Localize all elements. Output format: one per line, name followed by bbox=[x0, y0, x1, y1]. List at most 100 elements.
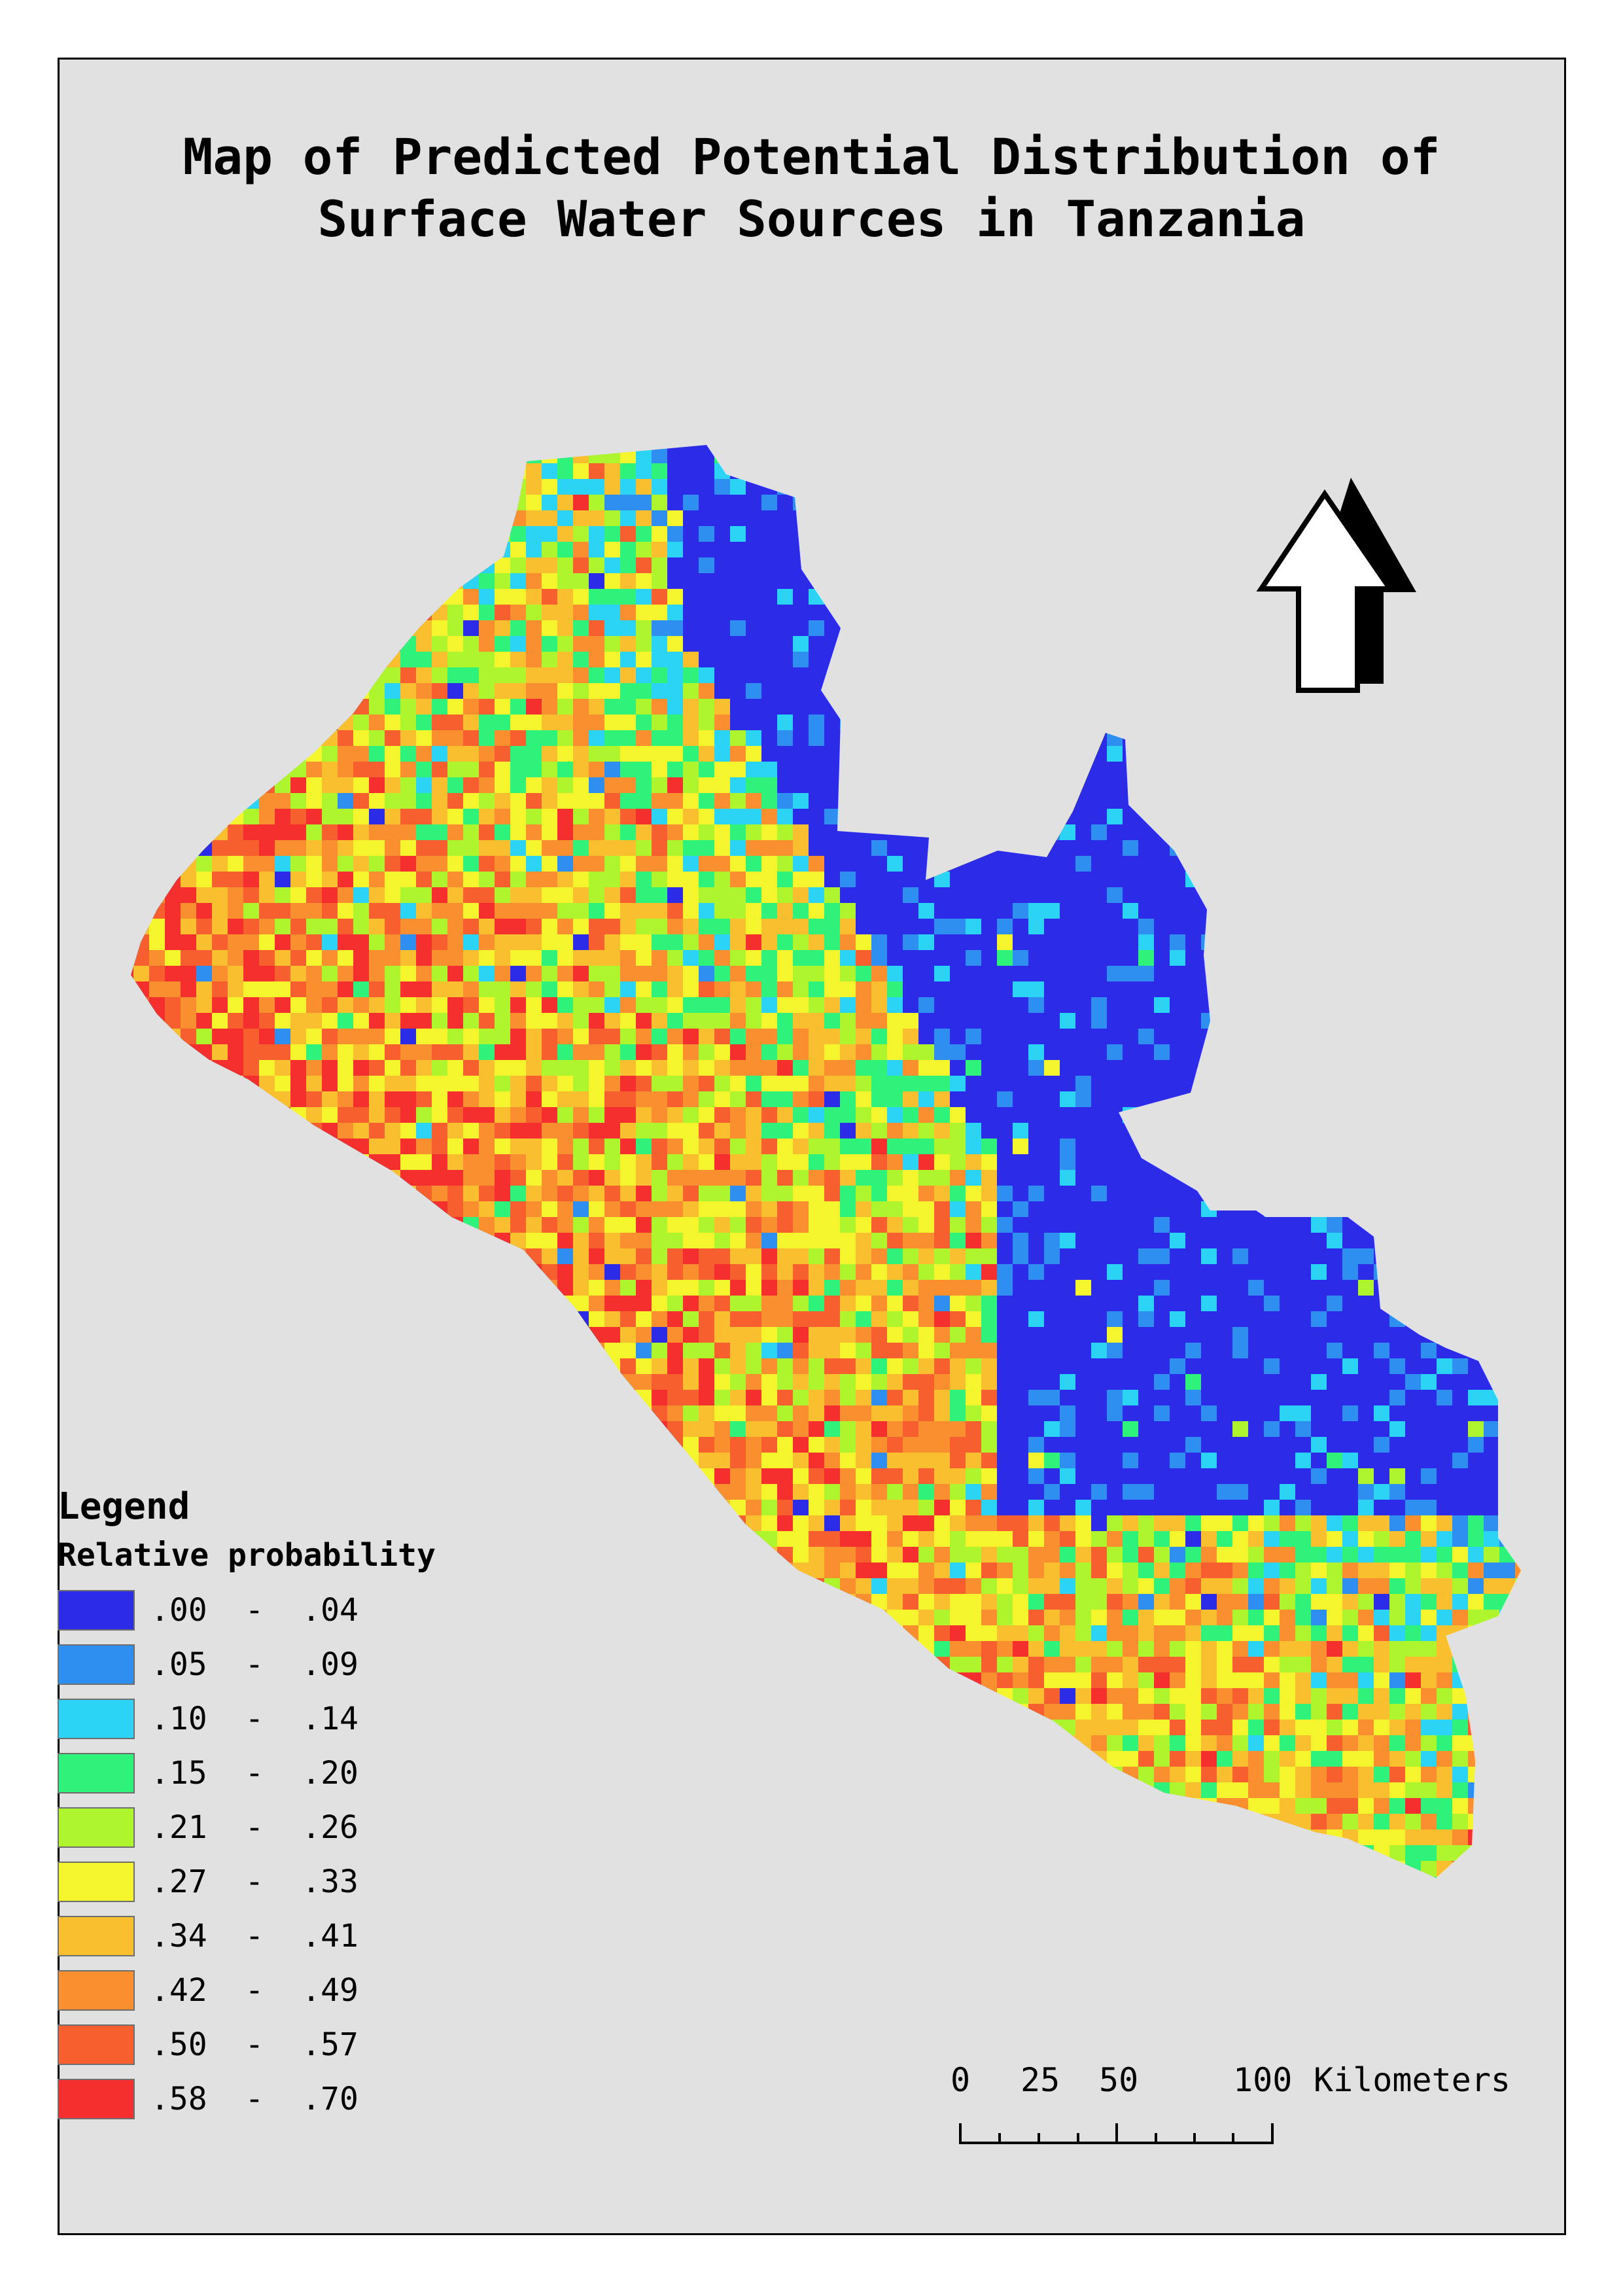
raster-cell bbox=[447, 652, 463, 667]
map-title-line-2: Surface Water Sources in Tanzania bbox=[317, 190, 1306, 248]
raster-cell bbox=[1437, 1044, 1452, 1060]
raster-cell bbox=[385, 966, 400, 981]
raster-cell bbox=[1342, 809, 1358, 824]
raster-cell bbox=[667, 793, 683, 809]
raster-cell bbox=[149, 445, 165, 448]
raster-cell bbox=[997, 903, 1013, 919]
raster-cell bbox=[1138, 1248, 1154, 1264]
raster-cell bbox=[432, 1139, 447, 1154]
raster-cell bbox=[542, 1013, 557, 1029]
raster-cell bbox=[322, 636, 338, 652]
raster-cell bbox=[1248, 1186, 1264, 1201]
raster-cell bbox=[259, 1107, 275, 1123]
raster-cell bbox=[1091, 667, 1107, 683]
raster-cell bbox=[966, 1029, 981, 1044]
raster-cell bbox=[918, 746, 934, 762]
raster-cell bbox=[165, 1123, 181, 1139]
raster-cell bbox=[133, 463, 149, 479]
raster-cell bbox=[306, 1060, 322, 1076]
raster-cell bbox=[856, 510, 871, 526]
raster-cell bbox=[1280, 1186, 1295, 1201]
raster-cell bbox=[290, 934, 306, 950]
raster-cell bbox=[981, 620, 997, 636]
raster-cell bbox=[824, 667, 840, 683]
raster-cell bbox=[777, 1248, 793, 1264]
raster-cell bbox=[966, 495, 981, 510]
raster-cell bbox=[934, 997, 950, 1013]
raster-cell bbox=[1248, 1123, 1264, 1139]
raster-cell bbox=[714, 1060, 730, 1076]
raster-cell bbox=[1185, 448, 1201, 463]
raster-cell bbox=[165, 856, 181, 872]
raster-cell bbox=[1091, 762, 1107, 777]
raster-cell bbox=[1107, 997, 1123, 1013]
raster-cell bbox=[683, 1060, 699, 1076]
raster-cell bbox=[400, 887, 416, 903]
raster-cell bbox=[1327, 1029, 1342, 1044]
raster-cell bbox=[1154, 620, 1170, 636]
raster-cell bbox=[1107, 636, 1123, 652]
raster-cell bbox=[840, 730, 856, 746]
raster-cell bbox=[918, 636, 934, 652]
raster-cell bbox=[416, 1201, 432, 1217]
raster-cell bbox=[1484, 840, 1499, 856]
raster-cell bbox=[793, 573, 809, 589]
raster-cell bbox=[667, 620, 683, 636]
raster-cell bbox=[699, 526, 714, 542]
raster-cell bbox=[652, 1264, 667, 1280]
raster-cell bbox=[1044, 872, 1060, 887]
raster-cell bbox=[620, 557, 636, 573]
raster-cell bbox=[997, 448, 1013, 463]
raster-cell bbox=[1060, 479, 1075, 495]
raster-cell bbox=[1264, 824, 1280, 840]
raster-cell bbox=[667, 636, 683, 652]
raster-cell bbox=[636, 445, 652, 448]
raster-cell bbox=[918, 887, 934, 903]
raster-cell bbox=[1185, 557, 1201, 573]
raster-cell bbox=[573, 840, 589, 856]
raster-cell bbox=[981, 887, 997, 903]
raster-cell bbox=[1013, 966, 1028, 981]
raster-cell bbox=[604, 1201, 620, 1217]
raster-cell bbox=[573, 479, 589, 495]
raster-cell bbox=[1358, 715, 1374, 730]
raster-cell bbox=[761, 448, 777, 463]
raster-cell bbox=[793, 542, 809, 557]
raster-cell bbox=[1437, 887, 1452, 903]
raster-cell bbox=[981, 981, 997, 997]
raster-cell bbox=[1452, 793, 1468, 809]
raster-cell bbox=[510, 840, 526, 856]
raster-cell bbox=[761, 510, 777, 526]
raster-cell bbox=[1232, 1154, 1248, 1170]
raster-cell bbox=[1185, 809, 1201, 824]
raster-cell bbox=[824, 934, 840, 950]
raster-cell bbox=[243, 777, 259, 793]
raster-cell bbox=[275, 872, 290, 887]
raster-cell bbox=[1280, 1264, 1295, 1280]
raster-cell bbox=[589, 1139, 604, 1154]
raster-cell bbox=[338, 793, 353, 809]
raster-cell bbox=[526, 1233, 542, 1248]
raster-cell bbox=[1123, 887, 1138, 903]
raster-cell bbox=[1075, 950, 1091, 966]
raster-cell bbox=[966, 809, 981, 824]
raster-cell bbox=[636, 1139, 652, 1154]
raster-cell bbox=[495, 1217, 510, 1233]
raster-cell bbox=[275, 966, 290, 981]
raster-cell bbox=[934, 667, 950, 683]
raster-cell bbox=[416, 840, 432, 856]
raster-cell bbox=[1452, 683, 1468, 699]
raster-cell bbox=[1452, 636, 1468, 652]
raster-cell bbox=[542, 699, 557, 715]
raster-cell bbox=[1185, 463, 1201, 479]
raster-cell bbox=[777, 966, 793, 981]
raster-cell bbox=[950, 1123, 966, 1139]
raster-cell bbox=[338, 856, 353, 872]
raster-cell bbox=[1405, 730, 1421, 746]
raster-cell bbox=[793, 793, 809, 809]
raster-cell bbox=[322, 934, 338, 950]
raster-cell bbox=[903, 1233, 918, 1248]
raster-cell bbox=[761, 824, 777, 840]
raster-cell bbox=[1154, 715, 1170, 730]
raster-cell bbox=[131, 636, 133, 652]
